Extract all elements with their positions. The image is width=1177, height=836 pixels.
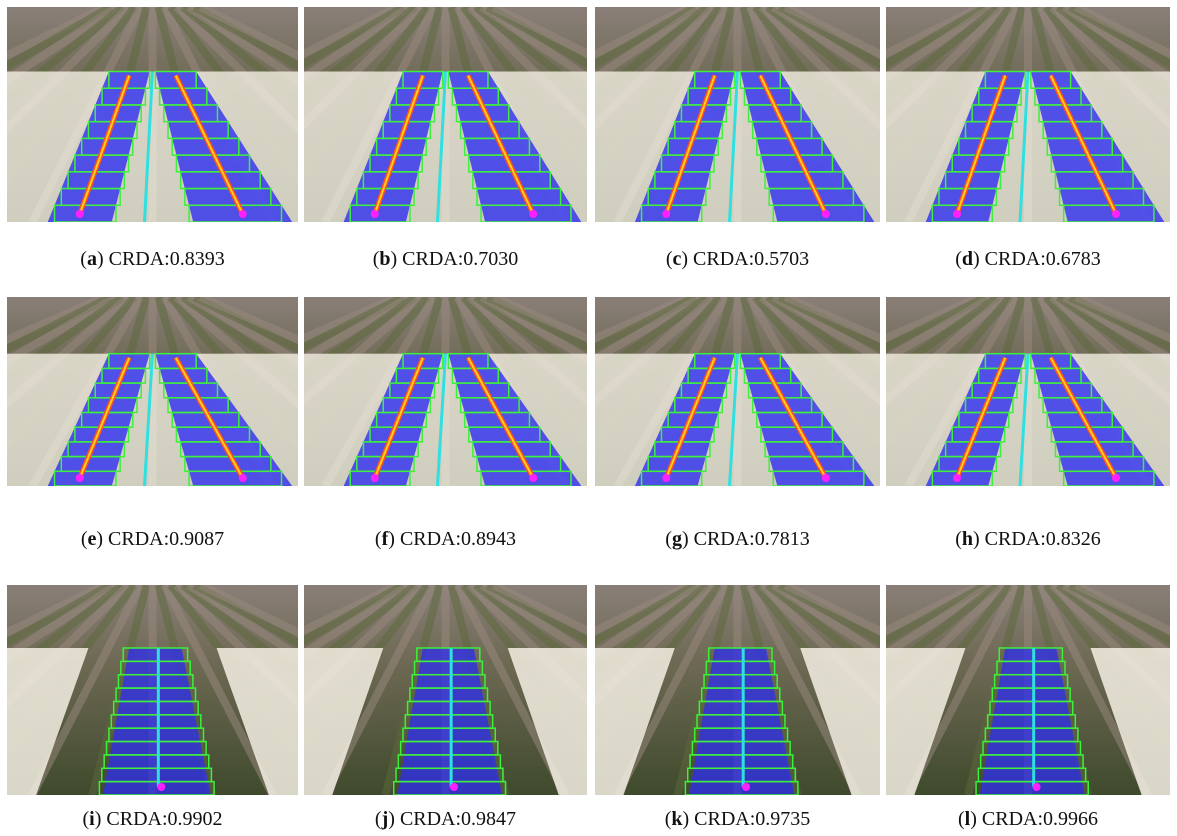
caption-text: CRDA:0.9735 — [694, 808, 810, 830]
endpoint — [953, 210, 961, 218]
panel-label: ) — [681, 248, 688, 270]
endpoint — [742, 783, 750, 791]
caption: (e)CRDA:0.9087 — [8, 528, 298, 551]
caption: (i)CRDA:0.9902 — [8, 808, 298, 831]
panel-label: ( — [375, 808, 382, 830]
panel-label: ( — [80, 248, 87, 270]
panel-label: a — [87, 248, 97, 270]
caption: (b)CRDA:0.7030 — [301, 248, 591, 271]
panel-label: ) — [970, 808, 977, 830]
caption-text: CRDA:0.8943 — [400, 528, 516, 550]
endpoint — [529, 210, 537, 218]
caption-text: CRDA:0.6783 — [985, 248, 1101, 270]
endpoint — [662, 474, 670, 482]
caption: (c)CRDA:0.5703 — [593, 248, 883, 271]
caption-text: CRDA:0.8393 — [109, 248, 225, 270]
endpoint — [529, 474, 537, 482]
endpoint — [953, 474, 961, 482]
panel-label: ) — [973, 248, 980, 270]
endpoint — [76, 210, 84, 218]
endpoint — [239, 210, 247, 218]
caption: (a)CRDA:0.8393 — [8, 248, 298, 271]
endpoint — [371, 210, 379, 218]
panel-label: d — [962, 248, 973, 270]
panel-label: ) — [96, 528, 103, 550]
panel-label: ) — [682, 528, 689, 550]
endpoint — [157, 783, 165, 791]
caption-text: CRDA:0.7030 — [402, 248, 518, 270]
endpoint — [371, 474, 379, 482]
caption-text: CRDA:0.9902 — [106, 808, 222, 830]
endpoint — [1112, 210, 1120, 218]
panel-label: ( — [955, 248, 962, 270]
endpoint — [450, 783, 458, 791]
panel-label: g — [672, 528, 682, 550]
caption-text: CRDA:0.8326 — [985, 528, 1101, 550]
endpoint — [76, 474, 84, 482]
endpoint — [239, 474, 247, 482]
caption-text: CRDA:0.9847 — [400, 808, 516, 830]
endpoint — [822, 474, 830, 482]
caption: (k)CRDA:0.9735 — [593, 808, 883, 831]
caption-text: CRDA:0.9966 — [982, 808, 1098, 830]
endpoint — [1033, 783, 1041, 791]
panel-label: ( — [955, 528, 962, 550]
panel-label: ( — [375, 528, 382, 550]
caption: (d)CRDA:0.6783 — [883, 248, 1173, 271]
panel-label: ) — [683, 808, 690, 830]
panel-label: h — [962, 528, 973, 550]
panel-label: b — [379, 248, 390, 270]
caption-text: CRDA:0.7813 — [694, 528, 810, 550]
caption: (g)CRDA:0.7813 — [593, 528, 883, 551]
caption: (h)CRDA:0.8326 — [883, 528, 1173, 551]
panel-label: ) — [97, 248, 104, 270]
endpoint — [662, 210, 670, 218]
panel-label: ) — [95, 808, 102, 830]
caption: (j)CRDA:0.9847 — [301, 808, 591, 831]
panel-label: ) — [388, 528, 395, 550]
caption: (f)CRDA:0.8943 — [301, 528, 591, 551]
endpoint — [1112, 474, 1120, 482]
endpoint — [822, 210, 830, 218]
panel-label: ) — [973, 528, 980, 550]
panel-label: ( — [665, 528, 672, 550]
panel-label: ) — [391, 248, 398, 270]
caption-text: CRDA:0.9087 — [108, 528, 224, 550]
panel-label: k — [671, 808, 682, 830]
panel-label: ( — [958, 808, 965, 830]
panel-label: ) — [388, 808, 395, 830]
figure: (() => { const data = JSON.parse(documen… — [0, 0, 1177, 836]
image-grid — [0, 0, 1177, 836]
caption: (l)CRDA:0.9966 — [883, 808, 1173, 831]
caption-text: CRDA:0.5703 — [693, 248, 809, 270]
